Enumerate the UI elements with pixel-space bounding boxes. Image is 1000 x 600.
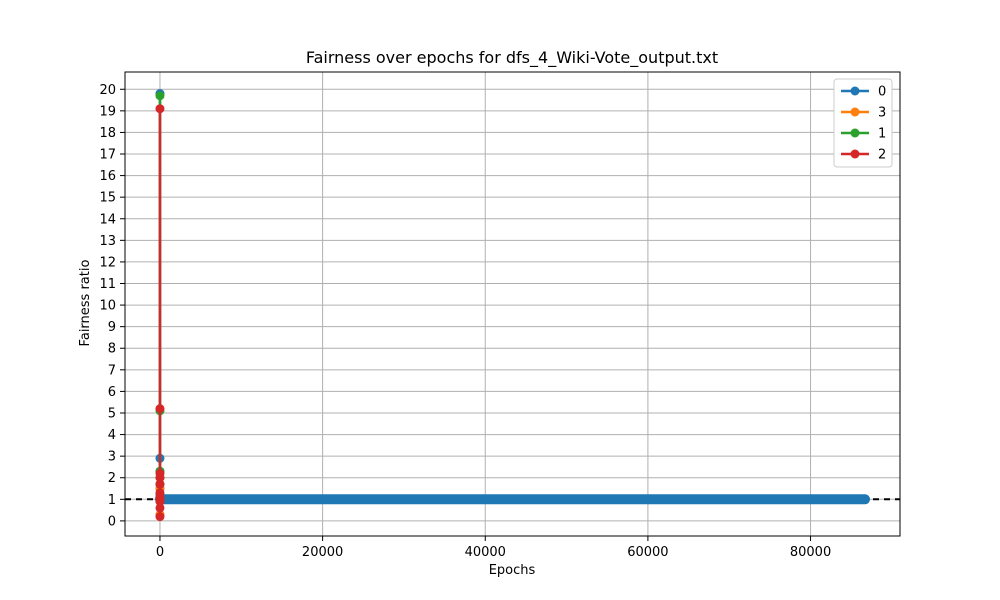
- series-2-point-10: [155, 512, 165, 522]
- y-tick-label-16: 16: [99, 169, 116, 184]
- y-tick-label-17: 17: [99, 148, 116, 163]
- y-tick-label-20: 20: [99, 83, 116, 98]
- series-1-point-0: [155, 91, 165, 101]
- y-tick-label-6: 6: [108, 385, 116, 400]
- y-tick-label-9: 9: [108, 320, 116, 335]
- series-2-point-4: [155, 479, 165, 489]
- y-tick-label-19: 19: [99, 104, 116, 119]
- legend-box: [833, 78, 893, 168]
- y-tick-label-11: 11: [99, 277, 116, 292]
- y-tick-label-18: 18: [99, 126, 116, 141]
- x-tick-label-3: 60000: [627, 545, 668, 560]
- y-tick-label-13: 13: [99, 234, 116, 249]
- legend-label-2: 2: [878, 148, 886, 163]
- series-2-point-8: [155, 496, 165, 506]
- legend-label-1: 1: [878, 127, 886, 142]
- series-2-point-1: [155, 404, 165, 414]
- y-tick-label-12: 12: [99, 255, 116, 270]
- y-tick-label-7: 7: [108, 363, 116, 378]
- series-layer: [154, 89, 871, 522]
- y-tick-label-0: 0: [108, 514, 116, 529]
- tick-layer: 0 20000 40000 60000 800000123456789101112131…: [99, 83, 831, 560]
- legend-marker-3: [850, 107, 860, 117]
- plot-frame: [124, 71, 901, 537]
- legend-label-0: 0: [878, 85, 886, 100]
- y-tick-label-1: 1: [108, 493, 116, 508]
- grid-layer: [125, 72, 900, 536]
- y-tick-label-2: 2: [108, 471, 116, 486]
- axis-layer: [124, 71, 901, 537]
- series-2-point-3: [155, 473, 165, 483]
- y-tick-label-5: 5: [108, 406, 116, 421]
- x-tick-label-4: 80000: [790, 545, 831, 560]
- chart-title: Fairness over epochs for dfs_4_Wiki-Vote…: [306, 48, 718, 68]
- y-tick-label-3: 3: [108, 450, 116, 465]
- y-tick-label-14: 14: [99, 212, 116, 227]
- y-tick-label-4: 4: [108, 428, 116, 443]
- legend-marker-2: [850, 149, 860, 159]
- x-tick-label-2: 40000: [465, 545, 506, 560]
- x-tick-label-1: 20000: [302, 545, 343, 560]
- y-tick-label-15: 15: [99, 191, 116, 206]
- series-2-point-0: [155, 104, 165, 114]
- legend-marker-1: [850, 128, 860, 138]
- y-tick-label-8: 8: [108, 342, 116, 357]
- y-tick-label-10: 10: [99, 299, 116, 314]
- legend-marker-0: [850, 86, 860, 96]
- y-axis-label: Fairness ratio: [78, 260, 93, 347]
- series-2-point-9: [155, 503, 165, 513]
- x-tick-label-0: 0: [156, 545, 164, 560]
- x-axis-label: Epochs: [489, 563, 536, 578]
- legend: 0 3 1 2: [833, 78, 893, 168]
- legend-label-3: 3: [878, 106, 886, 121]
- series-0-point-7: [860, 494, 870, 504]
